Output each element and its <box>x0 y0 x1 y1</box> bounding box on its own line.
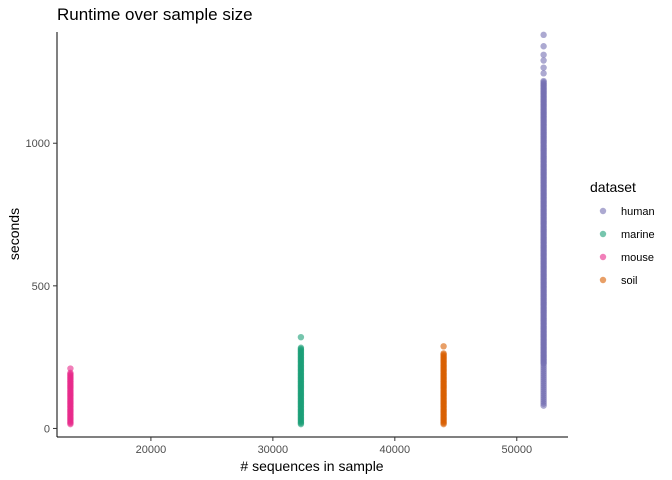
legend-label-marine: marine <box>621 229 655 241</box>
legend-key-mouse <box>599 253 607 261</box>
series-soil <box>440 343 447 428</box>
legend-label-soil: soil <box>621 275 638 287</box>
y-axis-label: seconds <box>6 208 22 260</box>
data-point <box>540 360 547 367</box>
legend-key-soil <box>599 276 607 284</box>
data-point <box>67 365 74 372</box>
legend-title: dataset <box>590 179 636 195</box>
axis-ticks: 20000 30000 40000 50000 0 500 1000 <box>26 138 533 456</box>
data-point <box>297 344 305 351</box>
x-tick-label: 30000 <box>258 444 289 456</box>
x-tick-label: 20000 <box>136 444 167 456</box>
series-mouse <box>67 365 74 428</box>
data-point <box>440 343 447 350</box>
data-point <box>440 350 447 357</box>
data-point <box>540 57 547 64</box>
chart-title: Runtime over sample size <box>57 5 253 24</box>
data-point <box>540 70 547 77</box>
data-point <box>540 31 547 39</box>
x-axis-label: # sequences in sample <box>240 458 383 474</box>
y-tick-label: 500 <box>32 281 50 293</box>
x-tick-label: 50000 <box>501 444 532 456</box>
data-point <box>540 51 547 59</box>
legend-label-human: human <box>621 206 655 218</box>
legend-key-marine <box>599 230 607 238</box>
data-points <box>67 31 547 428</box>
x-tick-label: 40000 <box>380 444 411 456</box>
data-point <box>297 333 305 341</box>
data-point <box>540 64 547 71</box>
legend: human marine mouse soil <box>599 206 655 287</box>
data-point <box>540 43 547 50</box>
y-tick-label: 0 <box>44 423 50 435</box>
series-human <box>540 31 547 409</box>
legend-key-human <box>599 207 607 215</box>
legend-label-mouse: mouse <box>621 252 654 264</box>
series-marine <box>297 333 305 428</box>
data-point <box>540 77 547 85</box>
y-tick-label: 1000 <box>26 138 50 150</box>
